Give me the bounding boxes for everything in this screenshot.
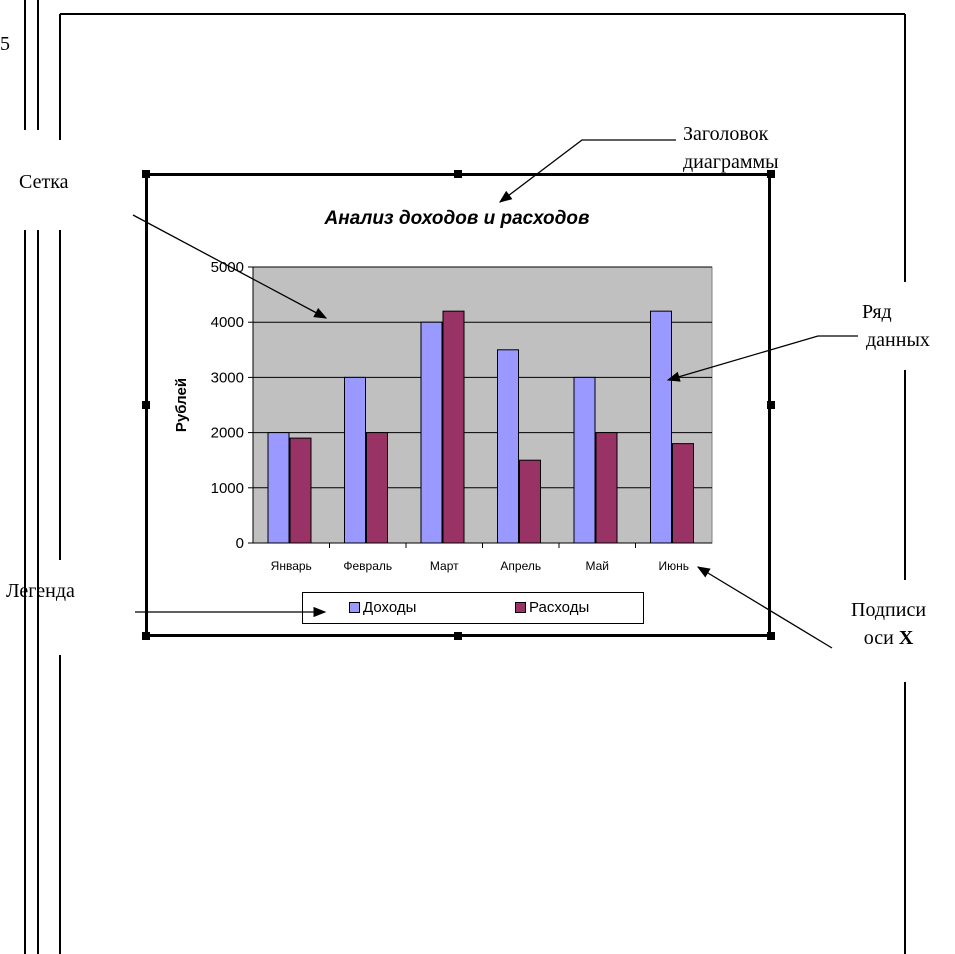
legend-item-expense: Расходы	[515, 599, 589, 616]
callout-chart-title: Заголовок диаграммы	[683, 120, 779, 176]
y-tick-label: 4000	[211, 314, 244, 331]
bar-income[interactable]	[650, 310, 672, 544]
legend-item-income: Доходы	[349, 599, 416, 616]
callout-series: Ряд данных	[862, 298, 930, 354]
callout-x-labels-line2: оси X	[851, 624, 926, 652]
legend-label-income: Доходы	[363, 599, 417, 616]
bar-expense[interactable]	[672, 443, 694, 544]
callout-series-line2: данных	[866, 329, 930, 351]
x-tick-label: Июнь	[658, 559, 689, 573]
resize-handle-nw[interactable]	[142, 170, 150, 178]
callout-x-labels: Подписи оси X	[851, 596, 926, 652]
legend-swatch-expense	[515, 602, 526, 613]
y-tick-label: 5000	[211, 259, 244, 276]
callout-chart-title-line1: Заголовок	[683, 123, 769, 145]
resize-handle-w[interactable]	[142, 401, 150, 409]
bars	[267, 310, 694, 544]
resize-handle-ne[interactable]	[767, 170, 775, 178]
chart-legend[interactable]: Доходы Расходы	[302, 592, 644, 624]
callout-series-line1: Ряд	[862, 301, 892, 323]
callout-x-labels-prefix: оси	[863, 627, 899, 649]
bar-expense[interactable]	[595, 432, 618, 544]
bar-expense[interactable]	[366, 432, 388, 544]
resize-handle-s[interactable]	[454, 632, 462, 640]
legend-swatch-income	[349, 602, 360, 613]
bar-income[interactable]	[267, 432, 290, 544]
bar-income[interactable]	[497, 349, 519, 544]
callout-x-labels-line1: Подписи	[851, 599, 927, 621]
bar-expense[interactable]	[289, 437, 312, 544]
bar-income[interactable]	[420, 321, 443, 544]
plot-area[interactable]	[252, 266, 713, 544]
x-tick-label: Май	[585, 559, 609, 573]
resize-handle-e[interactable]	[767, 401, 775, 409]
gridlines	[253, 266, 712, 489]
x-tick-labels: Январь Февраль Март Апрель Май Июнь	[271, 559, 689, 573]
chart-title[interactable]: Анализ доходов и расходов	[324, 208, 590, 229]
corner-mark: 5	[0, 33, 10, 55]
legend-label-expense: Расходы	[529, 599, 590, 616]
callout-chart-title-line2: диаграммы	[683, 151, 779, 173]
y-tick-label: 3000	[211, 369, 244, 386]
resize-handle-sw[interactable]	[142, 632, 150, 640]
y-axis-title[interactable]: Рублей	[173, 378, 190, 432]
y-tick-label: 1000	[211, 480, 244, 497]
y-tick-labels: 0 1000 2000 3000 4000 5000	[211, 259, 244, 552]
resize-handle-n[interactable]	[454, 170, 462, 178]
y-tick-label: 0	[236, 535, 244, 552]
x-tick-label: Март	[430, 559, 459, 573]
callout-grid: Сетка	[19, 171, 69, 193]
x-tick-label: Апрель	[500, 559, 541, 573]
margin-lines	[24, 0, 906, 954]
bar-income[interactable]	[573, 376, 596, 544]
y-tick-label: 2000	[211, 425, 244, 442]
x-tick-label: Февраль	[343, 559, 392, 573]
x-tick-label: Январь	[271, 559, 312, 573]
bar-expense[interactable]	[519, 459, 541, 544]
callout-legend: Легенда	[6, 580, 75, 602]
callout-x-labels-axis: X	[898, 627, 914, 649]
bar-expense[interactable]	[442, 310, 465, 544]
bar-income[interactable]	[344, 376, 366, 544]
